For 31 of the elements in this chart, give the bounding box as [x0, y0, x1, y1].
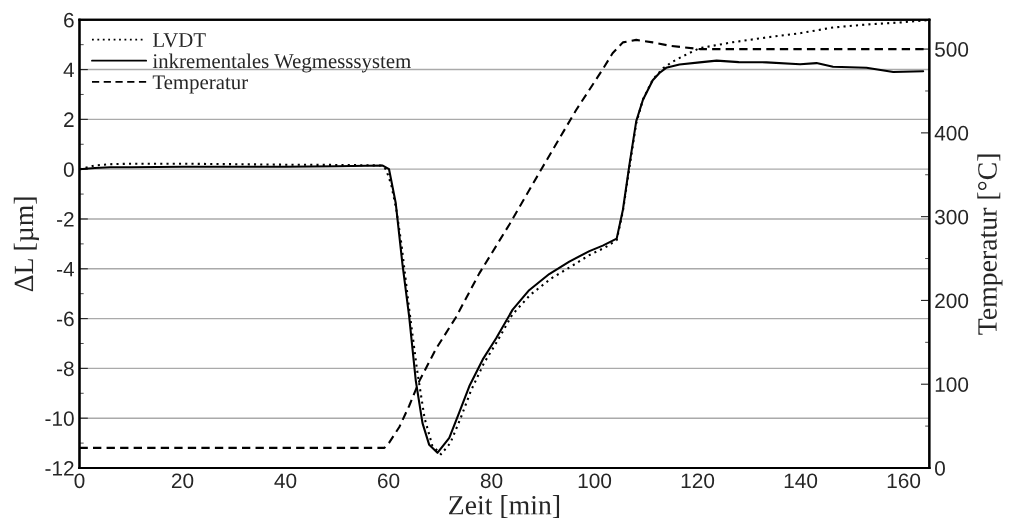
x-tick-label: 40: [274, 473, 297, 489]
y2-axis-title: Temperatur [°C]: [977, 154, 1003, 335]
y-tick-label: -12: [45, 461, 74, 476]
legend-label: inkrementales Wegmesssystem: [152, 53, 411, 73]
x-axis-title: Zeit [min]: [449, 495, 560, 519]
y2-tick-label: 100: [935, 377, 969, 392]
legend-label: Temperatur: [152, 75, 248, 94]
x-tick-label: 80: [480, 473, 503, 489]
x-tick-label: 100: [578, 473, 612, 489]
y-tick-label: 2: [64, 112, 74, 127]
y2-tick-label: 300: [934, 209, 969, 225]
legend-label: LVDT: [153, 33, 206, 48]
y-tick-label: -2: [57, 211, 74, 227]
y-tick-label: -10: [45, 411, 74, 426]
x-tick-label: 60: [377, 473, 400, 489]
x-tick-label: 160: [887, 473, 921, 489]
y-tick-label: 0: [63, 162, 74, 177]
y-tick-label: 6: [64, 12, 74, 28]
x-tick-label: 0: [74, 473, 85, 489]
y2-tick-label: 0: [935, 461, 945, 476]
y-tick-label: -6: [57, 311, 74, 327]
y-tick-label: -4: [57, 262, 75, 277]
y-axis-title: ΔL [µm]: [13, 197, 39, 292]
x-tick-label: 120: [681, 473, 715, 489]
x-tick-label: 20: [171, 473, 194, 489]
y2-tick-label: 500: [935, 42, 969, 57]
y2-tick-label: 200: [935, 293, 969, 309]
y2-tick-label: 400: [934, 125, 969, 141]
y-tick-label: 4: [63, 62, 75, 78]
y-tick-label: -8: [57, 361, 74, 377]
x-tick-label: 140: [784, 473, 818, 489]
